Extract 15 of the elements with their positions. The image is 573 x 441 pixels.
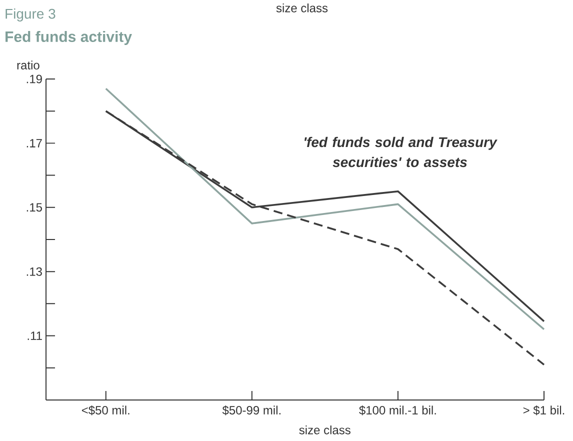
x-tick-label: > $1 bil. <box>523 405 564 416</box>
y-tick-label: .15 <box>26 203 42 212</box>
y-axis-title: ratio <box>17 60 40 70</box>
text: size class <box>276 4 328 12</box>
chart-subtitle: Figure 3 <box>6 8 56 22</box>
chart-title: Fed funds activity <box>6 30 132 45</box>
annotation: 'fed funds sold and Treasury securities' to assets <box>304 136 498 168</box>
y-tick-label: .19 <box>26 74 42 84</box>
x-tick-label: <$50 mil. <box>82 405 130 416</box>
x-axis-title: size class <box>299 425 350 434</box>
y-tick-label: .17 <box>26 139 42 148</box>
x-tick-label: $100 mil.-1 bil. <box>359 405 436 416</box>
y-tick-label: .13 <box>26 267 42 276</box>
x-tick-label: $50-99 mil. <box>222 405 280 416</box>
y-tick-label: .11 <box>28 332 42 340</box>
